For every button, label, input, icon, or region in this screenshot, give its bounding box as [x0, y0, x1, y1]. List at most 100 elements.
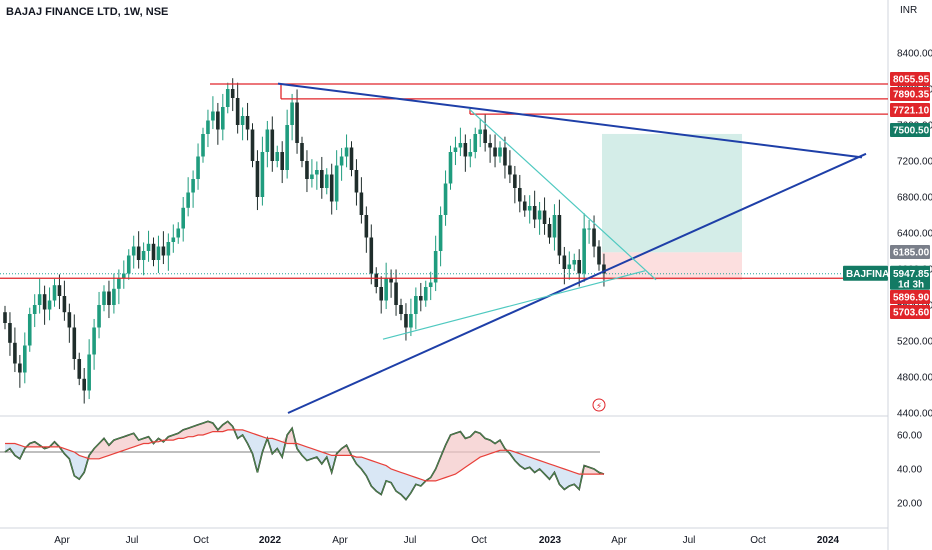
time-tick: Oct	[750, 535, 766, 546]
candle-body	[126, 255, 131, 274]
candle-body	[146, 243, 151, 251]
price-tick: 4800.00	[897, 373, 932, 384]
candle-body	[409, 314, 413, 328]
candle-body	[270, 129, 275, 161]
candle-body	[206, 120, 210, 134]
candle-body	[498, 147, 502, 157]
candle-body	[478, 129, 482, 134]
candle-body	[334, 165, 339, 202]
time-tick: Apr	[54, 535, 70, 546]
price-tick: 4400.00	[897, 409, 932, 420]
candle-body	[117, 278, 121, 289]
candle-body	[42, 294, 47, 310]
price-labels: 8055.95 7890.35 7721.10 7500.50 6185.00 BAJFI…	[843, 72, 930, 319]
symbol-tag	[843, 265, 888, 281]
candle-body	[290, 102, 294, 125]
current-price-value: 5947.85	[893, 269, 930, 280]
candle-body	[260, 152, 265, 197]
time-tick: Oct	[193, 535, 209, 546]
candle-body	[592, 228, 596, 247]
candle-body	[230, 89, 235, 98]
time-tick: 2023	[539, 535, 562, 546]
cyan-downtrend	[468, 108, 657, 281]
time-tick: 2022	[259, 535, 282, 546]
candle-body	[438, 215, 443, 251]
candle-body	[522, 201, 527, 211]
candle-body	[23, 345, 27, 373]
candle-body	[404, 314, 408, 328]
candle-body	[339, 156, 344, 166]
price-label-tag	[890, 87, 930, 101]
candle-body	[265, 129, 270, 152]
candle-body	[473, 134, 478, 152]
price-label-tag	[890, 245, 930, 259]
candle-body	[240, 116, 245, 125]
symbol-name: BAJFINANCE	[846, 269, 911, 280]
candle-body	[18, 363, 22, 373]
time-axis: Apr Jul Oct 2022 Apr Jul Oct 2023 Apr Jul Oct 2024	[54, 535, 839, 546]
time-tick: Apr	[611, 535, 627, 546]
rsi-fill-above	[5, 421, 604, 481]
price-label-value: 7721.10	[893, 106, 930, 117]
chart-title: BAJAJ FINANCE LTD, 1W, NSE	[6, 6, 169, 18]
candle-body	[572, 260, 577, 265]
event-marker-icon	[592, 398, 606, 412]
candle-body	[171, 237, 176, 242]
candle-body	[369, 237, 374, 274]
candle-body	[3, 312, 7, 323]
candle-body	[493, 147, 497, 157]
profit-zone	[602, 133, 742, 253]
candle-body	[62, 296, 67, 313]
candle-body	[552, 215, 557, 238]
candle-body	[181, 207, 185, 229]
candle-body	[300, 143, 304, 161]
candle-body	[399, 305, 403, 314]
price-label-value: 5896.90	[893, 293, 930, 304]
candle-body	[562, 255, 567, 269]
candle-body	[211, 111, 215, 121]
price-label-tag	[890, 72, 930, 86]
candle-body	[216, 111, 220, 130]
candle-body	[324, 174, 329, 188]
candle-body	[577, 260, 581, 274]
candle-body	[255, 161, 260, 197]
candle-body	[112, 288, 116, 305]
rsi-tick: 20.00	[897, 499, 922, 510]
candle-body	[513, 174, 517, 188]
candle-body	[97, 305, 101, 328]
candle-body	[87, 354, 91, 391]
candle-body	[423, 287, 428, 301]
candle-body	[131, 246, 136, 256]
candle-body	[92, 327, 96, 355]
candle-body	[557, 215, 562, 256]
candle-body	[280, 152, 284, 170]
drawings: ⚡	[0, 82, 888, 414]
candle-body	[582, 228, 586, 274]
candle-body	[13, 342, 17, 364]
candle-body	[428, 282, 433, 287]
candle-body	[77, 359, 82, 379]
candle-body	[221, 107, 225, 130]
candle-body	[82, 378, 86, 391]
rsi-tick: 60.00	[897, 431, 922, 442]
candle-body	[349, 147, 354, 170]
candle-body	[151, 243, 156, 260]
candle-body	[448, 152, 453, 184]
rsi-line	[4, 420, 605, 501]
rsi-pane	[0, 420, 605, 501]
candle-body	[225, 89, 230, 107]
candle-body	[8, 323, 12, 343]
rsi-line-dark	[4, 420, 605, 501]
candle-body	[597, 246, 601, 265]
candle-body	[102, 291, 106, 305]
candle-body	[52, 285, 57, 301]
candle-body	[389, 278, 393, 283]
candle-body	[488, 143, 492, 148]
candle-body	[176, 228, 181, 238]
candle-body	[122, 273, 126, 278]
candle-body	[508, 165, 512, 175]
candle-body	[67, 312, 72, 328]
candle-body	[191, 179, 195, 193]
time-tick: Jul	[404, 535, 417, 546]
